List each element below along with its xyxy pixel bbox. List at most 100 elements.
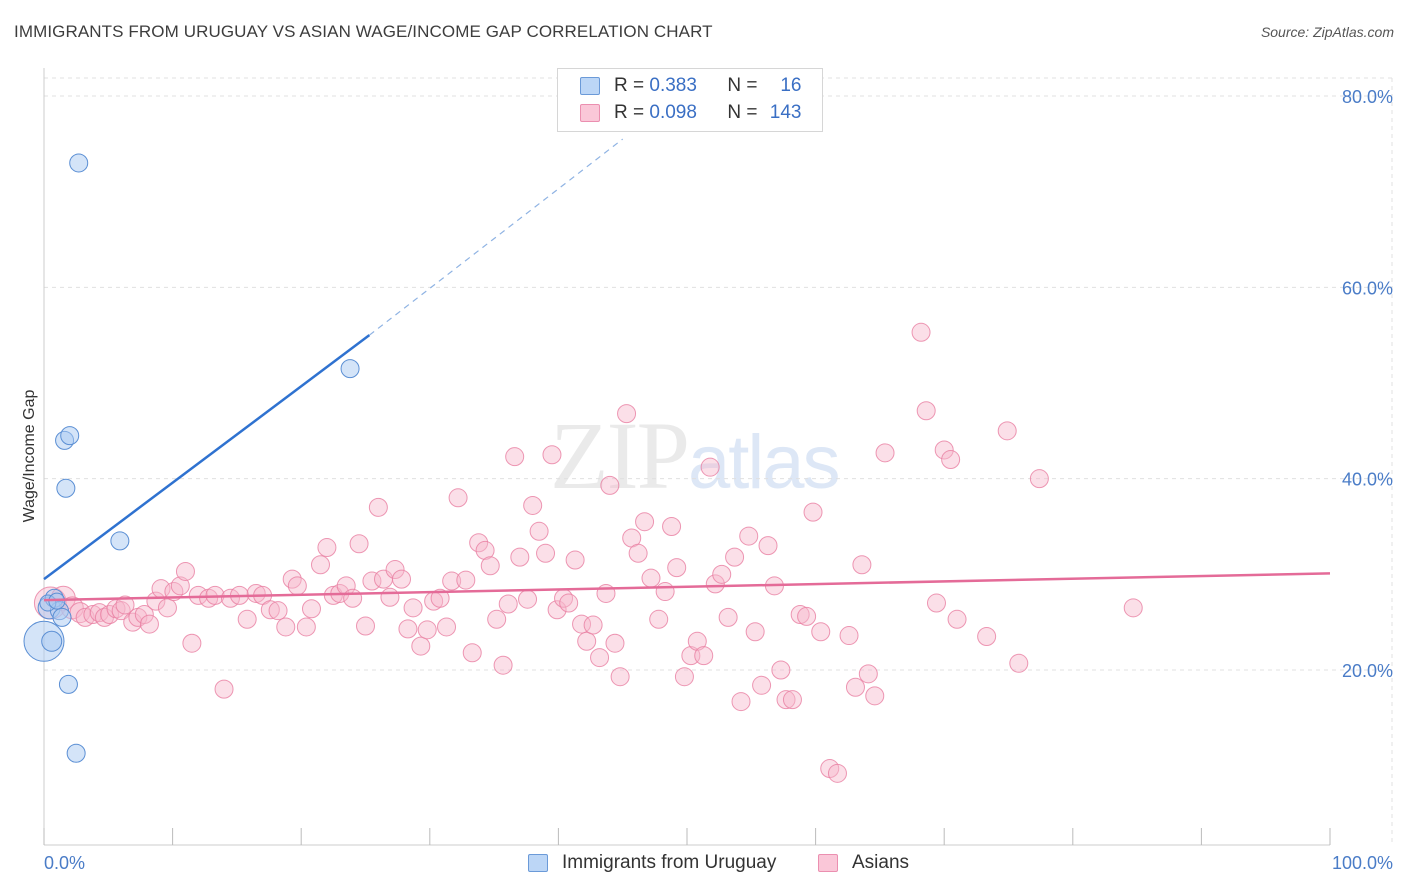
trend-lines — [43, 138, 1331, 602]
asian-point — [83, 605, 103, 625]
asian-point — [947, 609, 967, 629]
uruguay-trend-extension — [368, 138, 624, 336]
grid-lines — [44, 77, 1393, 845]
asian-point — [649, 609, 669, 629]
asian-point — [157, 598, 177, 618]
asian-point — [268, 601, 288, 621]
legend-r-value: 0.098 — [649, 102, 697, 123]
asian-point — [398, 619, 418, 639]
asian-point — [605, 633, 625, 653]
asian-point — [310, 555, 330, 575]
legend-r-label: R = — [614, 102, 645, 123]
asian-point — [529, 521, 549, 541]
asian-point — [731, 692, 751, 712]
asian-point — [296, 617, 316, 637]
asian-point — [875, 443, 895, 463]
asian-point — [827, 763, 847, 783]
asian-point — [510, 547, 530, 567]
uruguay-point — [110, 531, 130, 551]
uruguay-trend-line — [43, 334, 371, 581]
asian-point — [610, 667, 630, 687]
legend-r-value: 0.383 — [649, 75, 697, 96]
asian-point — [758, 536, 778, 556]
uruguay-point — [69, 153, 89, 173]
asian-point — [462, 643, 482, 663]
bottom-legend-asians: Asians — [818, 852, 909, 874]
asian-point — [403, 598, 423, 618]
asian-point — [752, 675, 772, 695]
asian-point — [282, 569, 302, 589]
asian-point — [518, 589, 538, 609]
uruguay-point — [58, 674, 78, 694]
asian-point — [803, 502, 823, 522]
asian-point — [858, 664, 878, 684]
chart-title: IMMIGRANTS FROM URUGUAY VS ASIAN WAGE/IN… — [14, 22, 713, 41]
asian-point — [301, 599, 321, 619]
asian-point — [480, 556, 500, 576]
asian-point — [276, 617, 296, 637]
asian-point — [662, 517, 682, 536]
asian-point — [700, 457, 720, 477]
asians-points — [33, 322, 1143, 783]
asian-point — [771, 660, 791, 680]
asians-swatch — [818, 854, 838, 872]
asian-point — [745, 622, 765, 642]
asian-point — [260, 600, 280, 620]
asian-point — [214, 679, 234, 699]
asian-point — [362, 571, 382, 591]
asian-point — [456, 570, 476, 590]
asian-point — [505, 447, 525, 467]
asian-point — [437, 617, 457, 637]
asian-point — [317, 538, 337, 558]
asians-swatch — [580, 104, 600, 122]
asian-point — [797, 606, 817, 626]
asian-point — [782, 690, 802, 710]
asian-point — [852, 555, 872, 575]
asian-point — [776, 690, 796, 710]
asian-point — [349, 534, 369, 554]
asian-point — [385, 560, 405, 580]
asian-point — [343, 588, 363, 608]
asian-point — [246, 583, 266, 603]
y-tick-label: 40.0% — [1342, 470, 1393, 490]
asian-point — [845, 677, 865, 697]
asian-point — [469, 533, 489, 553]
asian-trend-line — [43, 572, 1331, 602]
uruguay-swatch — [580, 77, 600, 95]
asian-point — [865, 686, 885, 706]
asian-point — [635, 512, 655, 532]
asian-point — [487, 609, 507, 629]
uruguay-point — [66, 743, 86, 763]
uruguay-point — [52, 607, 72, 627]
asian-point — [941, 450, 961, 470]
asian-point — [442, 571, 462, 591]
correlation-legend: R = 0.383 N = 16 R = 0.098 N = 143 — [557, 68, 823, 132]
asian-point — [536, 543, 556, 563]
asian-point — [139, 614, 159, 634]
asian-point — [565, 550, 585, 570]
asian-point — [583, 615, 603, 635]
asian-point — [577, 631, 597, 651]
asian-point — [493, 655, 513, 675]
asian-point — [75, 607, 95, 627]
asian-point — [590, 648, 610, 668]
asian-point — [977, 627, 997, 647]
asian-point — [712, 564, 732, 584]
x-tick-label: 0.0% — [44, 853, 85, 873]
x-tick-label: 100.0% — [1332, 853, 1393, 873]
asian-point — [641, 568, 661, 588]
asian-point — [417, 620, 437, 640]
asian-point — [356, 616, 375, 636]
asian-point — [547, 600, 567, 620]
asian-point — [170, 576, 190, 596]
asian-point — [368, 497, 388, 517]
asian-point — [523, 495, 543, 515]
bottom-legend-uruguay-label: Immigrants from Uruguay — [562, 852, 777, 873]
asian-point — [916, 401, 936, 421]
y-tick-label: 80.0% — [1342, 87, 1393, 107]
uruguay-point — [60, 426, 80, 446]
asian-point — [839, 626, 859, 646]
asian-point — [380, 587, 400, 607]
bottom-legend-asians-label: Asians — [852, 852, 910, 873]
